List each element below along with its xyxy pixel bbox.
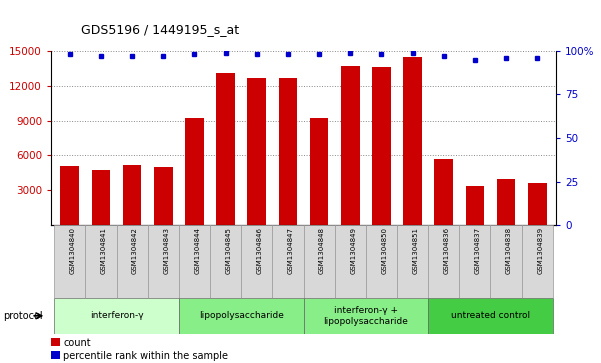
Bar xyxy=(272,225,304,298)
Bar xyxy=(123,165,141,225)
Text: GSM1304842: GSM1304842 xyxy=(132,227,138,274)
Bar xyxy=(210,225,241,298)
Bar xyxy=(179,225,210,298)
Text: GSM1304836: GSM1304836 xyxy=(444,227,450,274)
Bar xyxy=(459,225,490,298)
Bar xyxy=(397,225,428,298)
Text: percentile rank within the sample: percentile rank within the sample xyxy=(63,351,228,362)
Text: GSM1304849: GSM1304849 xyxy=(350,227,356,274)
Bar xyxy=(117,225,148,298)
Bar xyxy=(403,57,422,225)
Bar xyxy=(54,298,179,334)
Bar xyxy=(279,78,297,225)
Text: GSM1304847: GSM1304847 xyxy=(288,227,294,274)
Text: GDS5196 / 1449195_s_at: GDS5196 / 1449195_s_at xyxy=(81,23,239,36)
Bar xyxy=(341,66,359,225)
Bar xyxy=(335,225,366,298)
Text: lipopolysaccharide: lipopolysaccharide xyxy=(199,311,284,320)
Bar xyxy=(85,225,117,298)
Text: GSM1304839: GSM1304839 xyxy=(537,227,543,274)
Text: GSM1304837: GSM1304837 xyxy=(475,227,481,274)
Text: GSM1304844: GSM1304844 xyxy=(195,227,201,274)
Bar xyxy=(241,225,272,298)
Text: interferon-γ +
lipopolysaccharide: interferon-γ + lipopolysaccharide xyxy=(323,306,408,326)
Text: protocol: protocol xyxy=(3,311,43,321)
Text: GSM1304851: GSM1304851 xyxy=(412,227,418,274)
Text: GSM1304840: GSM1304840 xyxy=(70,227,76,274)
Text: GSM1304838: GSM1304838 xyxy=(506,227,512,274)
Text: GSM1304846: GSM1304846 xyxy=(257,227,263,274)
Text: GSM1304841: GSM1304841 xyxy=(101,227,107,274)
Bar xyxy=(522,225,553,298)
Text: GSM1304845: GSM1304845 xyxy=(225,227,231,274)
Bar xyxy=(428,298,553,334)
Bar xyxy=(310,118,328,225)
Bar xyxy=(185,118,204,225)
Text: count: count xyxy=(63,338,91,348)
Bar xyxy=(248,78,266,225)
Bar xyxy=(435,159,453,225)
Bar xyxy=(61,166,79,225)
Bar xyxy=(366,225,397,298)
Bar xyxy=(372,67,391,225)
Bar xyxy=(528,183,546,225)
Bar xyxy=(496,179,516,225)
Text: GSM1304848: GSM1304848 xyxy=(319,227,325,274)
Bar xyxy=(490,225,522,298)
Bar xyxy=(91,171,111,225)
Bar xyxy=(304,298,428,334)
Bar xyxy=(304,225,335,298)
Bar xyxy=(466,185,484,225)
Bar xyxy=(54,225,85,298)
Text: untreated control: untreated control xyxy=(451,311,530,320)
Text: interferon-γ: interferon-γ xyxy=(90,311,144,320)
Bar xyxy=(154,167,172,225)
Bar xyxy=(216,73,235,225)
Bar xyxy=(179,298,304,334)
Bar xyxy=(148,225,179,298)
Text: GSM1304850: GSM1304850 xyxy=(382,227,388,274)
Text: GSM1304843: GSM1304843 xyxy=(163,227,169,274)
Bar xyxy=(428,225,459,298)
